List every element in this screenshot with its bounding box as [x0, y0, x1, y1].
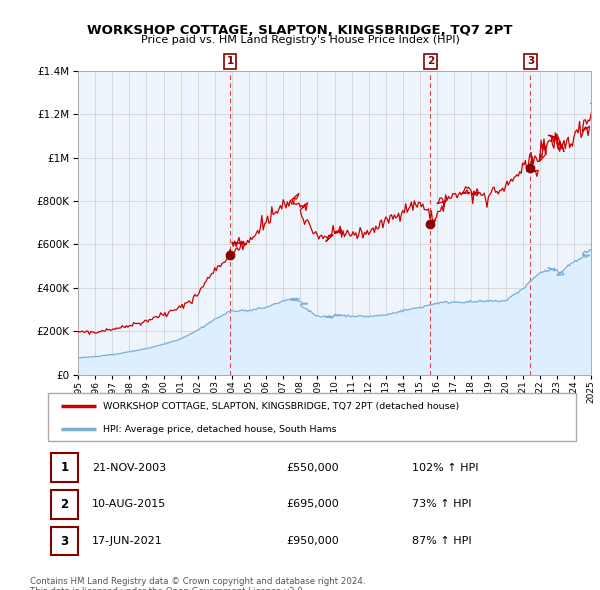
- Text: WORKSHOP COTTAGE, SLAPTON, KINGSBRIDGE, TQ7 2PT: WORKSHOP COTTAGE, SLAPTON, KINGSBRIDGE, …: [87, 24, 513, 37]
- Text: 10-AUG-2015: 10-AUG-2015: [92, 500, 167, 509]
- Text: Price paid vs. HM Land Registry's House Price Index (HPI): Price paid vs. HM Land Registry's House …: [140, 35, 460, 45]
- Text: 2: 2: [427, 56, 434, 66]
- Text: 87% ↑ HPI: 87% ↑ HPI: [413, 536, 472, 546]
- Text: 73% ↑ HPI: 73% ↑ HPI: [413, 500, 472, 509]
- Text: 3: 3: [527, 56, 534, 66]
- Text: 2: 2: [61, 498, 68, 511]
- FancyBboxPatch shape: [48, 393, 576, 441]
- Text: 21-NOV-2003: 21-NOV-2003: [92, 463, 166, 473]
- FancyBboxPatch shape: [50, 527, 79, 555]
- Text: £550,000: £550,000: [287, 463, 339, 473]
- FancyBboxPatch shape: [50, 490, 79, 519]
- Text: 1: 1: [226, 56, 233, 66]
- Text: 3: 3: [61, 535, 68, 548]
- Text: HPI: Average price, detached house, South Hams: HPI: Average price, detached house, Sout…: [103, 425, 337, 434]
- Text: £950,000: £950,000: [287, 536, 339, 546]
- Text: WORKSHOP COTTAGE, SLAPTON, KINGSBRIDGE, TQ7 2PT (detached house): WORKSHOP COTTAGE, SLAPTON, KINGSBRIDGE, …: [103, 402, 460, 411]
- Text: 1: 1: [61, 461, 68, 474]
- Text: 102% ↑ HPI: 102% ↑ HPI: [413, 463, 479, 473]
- Text: Contains HM Land Registry data © Crown copyright and database right 2024.
This d: Contains HM Land Registry data © Crown c…: [30, 577, 365, 590]
- Text: £695,000: £695,000: [287, 500, 339, 509]
- Text: 17-JUN-2021: 17-JUN-2021: [92, 536, 163, 546]
- FancyBboxPatch shape: [50, 454, 79, 482]
